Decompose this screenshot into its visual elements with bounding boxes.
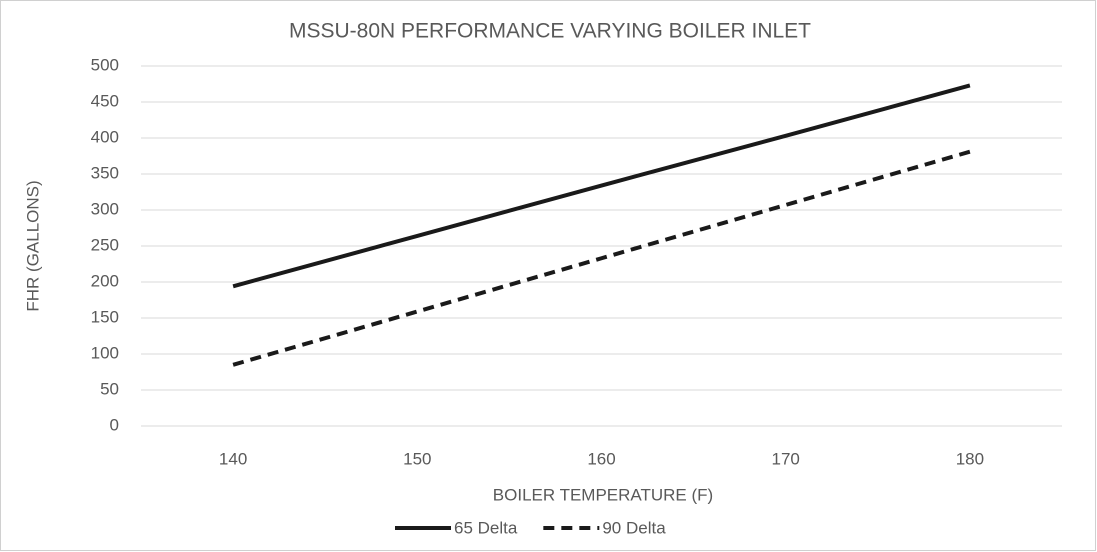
x-tick-label: 140	[219, 449, 247, 468]
chart-title: MSSU-80N PERFORMANCE VARYING BOILER INLE…	[289, 20, 811, 43]
y-tick-label: 300	[91, 199, 119, 218]
y-tick-label: 250	[91, 235, 119, 254]
legend-label: 65 Delta	[454, 518, 518, 537]
line-series	[232, 149, 971, 367]
y-tick-label: 500	[91, 55, 119, 74]
x-tick-label: 150	[403, 449, 431, 468]
y-tick-label: 50	[100, 379, 119, 398]
x-tick-label: 170	[772, 449, 800, 468]
x-axis-label: BOILER TEMPERATURE (F)	[493, 485, 713, 504]
y-tick-label: 450	[91, 91, 119, 110]
legend-label: 90 Delta	[602, 518, 666, 537]
line-series	[232, 83, 971, 289]
x-tick-label: 180	[956, 449, 984, 468]
x-tick-label: 160	[587, 449, 615, 468]
y-tick-label: 400	[91, 127, 119, 146]
y-tick-label: 150	[91, 307, 119, 326]
y-axis-label: FHR (GALLONS)	[23, 180, 42, 311]
y-tick-label: 200	[91, 271, 119, 290]
y-tick-label: 100	[91, 343, 119, 362]
y-tick-label: 0	[110, 415, 119, 434]
y-tick-label: 350	[91, 163, 119, 182]
